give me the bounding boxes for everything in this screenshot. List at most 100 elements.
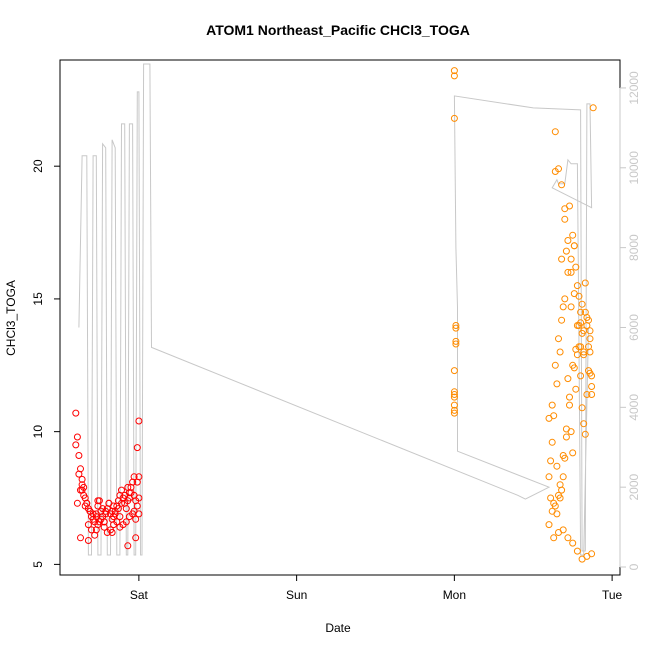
data-point: [545, 521, 553, 529]
data-point: [577, 319, 585, 327]
data-point: [135, 494, 143, 502]
y2-tick-label: 0: [627, 563, 641, 570]
data-point: [450, 114, 458, 122]
data-point: [73, 499, 81, 507]
data-point: [110, 502, 118, 510]
data-point: [124, 483, 132, 491]
data-point: [118, 499, 125, 507]
data-point: [450, 393, 458, 401]
data-point: [132, 534, 140, 542]
data-point: [77, 534, 84, 542]
data-point: [450, 406, 458, 414]
data-point: [88, 526, 95, 534]
data-point: [558, 181, 566, 189]
data-point: [556, 348, 564, 356]
data-point: [586, 369, 594, 377]
y2-tick-label: 4000: [627, 394, 641, 421]
data-point: [585, 316, 592, 324]
data-point: [450, 388, 458, 396]
data-point: [559, 452, 567, 459]
data-point: [73, 433, 81, 441]
data-point: [569, 231, 577, 239]
data-point: [551, 361, 559, 369]
data-point: [569, 361, 577, 369]
data-point: [562, 433, 570, 441]
data-point: [581, 279, 589, 287]
points-layer: [72, 67, 597, 563]
y-tick-label: 5: [31, 561, 45, 568]
data-point: [570, 242, 578, 250]
data-point: [551, 502, 559, 510]
data-point: [580, 351, 588, 359]
data-point: [122, 518, 130, 526]
data-point: [122, 505, 130, 513]
data-point: [572, 385, 580, 393]
data-point: [92, 513, 100, 521]
data-point: [562, 425, 570, 433]
data-point: [583, 391, 591, 398]
data-point: [559, 303, 567, 311]
altitude-line-layer: [78, 63, 593, 556]
data-point: [556, 494, 564, 502]
data-point: [558, 255, 566, 263]
data-point: [580, 420, 588, 428]
data-point: [567, 303, 575, 311]
data-point: [573, 282, 581, 290]
y-tick-label: 15: [31, 292, 45, 306]
data-point: [553, 380, 561, 388]
data-point: [84, 537, 92, 544]
data-point: [545, 473, 553, 481]
data-point: [452, 324, 460, 332]
data-point: [581, 430, 589, 438]
data-point: [75, 452, 83, 459]
data-point: [450, 409, 458, 417]
data-point: [450, 67, 458, 75]
plot-frame: [59, 59, 621, 576]
altitude-line: [78, 63, 593, 556]
data-point: [553, 462, 561, 470]
data-point: [567, 255, 575, 263]
data-point: [92, 526, 100, 534]
data-point: [108, 529, 116, 536]
data-point: [578, 300, 586, 308]
data-point: [550, 412, 558, 420]
data-point: [125, 494, 133, 502]
data-point: [588, 391, 596, 398]
data-point: [118, 486, 125, 494]
data-point: [585, 343, 592, 351]
x-tick-label: Sun: [286, 588, 307, 602]
data-point: [83, 499, 91, 507]
x-tick-label: Sat: [130, 588, 149, 602]
data-point: [561, 215, 569, 223]
data-point: [452, 322, 460, 329]
data-point: [84, 521, 92, 529]
data-point: [569, 449, 577, 457]
data-point: [133, 444, 141, 452]
data-point: [577, 372, 585, 380]
axes-layer: Sat Sun Mon Tue 5 10 15 20 0 2000 4000 6000 8000 1000…: [31, 71, 641, 602]
x-axis-label: Date: [325, 621, 351, 635]
data-point: [95, 518, 103, 526]
y-axis-label: CHCl3_TOGA: [4, 280, 18, 356]
x-tick-label: Mon: [443, 588, 466, 602]
y2-tick-label: 6000: [627, 314, 641, 341]
data-point: [124, 542, 132, 550]
data-point: [548, 438, 556, 446]
data-point: [577, 308, 585, 316]
data-point: [116, 513, 124, 521]
data-point: [586, 327, 594, 335]
data-point: [450, 391, 458, 398]
data-point: [78, 475, 86, 483]
data-point: [555, 335, 562, 343]
data-point: [562, 247, 570, 255]
data-point: [133, 502, 141, 510]
data-point: [566, 393, 573, 401]
data-point: [100, 518, 108, 526]
data-point: [548, 401, 556, 409]
data-point: [550, 534, 558, 542]
data-point: [559, 526, 567, 534]
data-point: [450, 401, 458, 409]
data-point: [566, 401, 573, 409]
x-tick-label: Tue: [602, 588, 623, 602]
